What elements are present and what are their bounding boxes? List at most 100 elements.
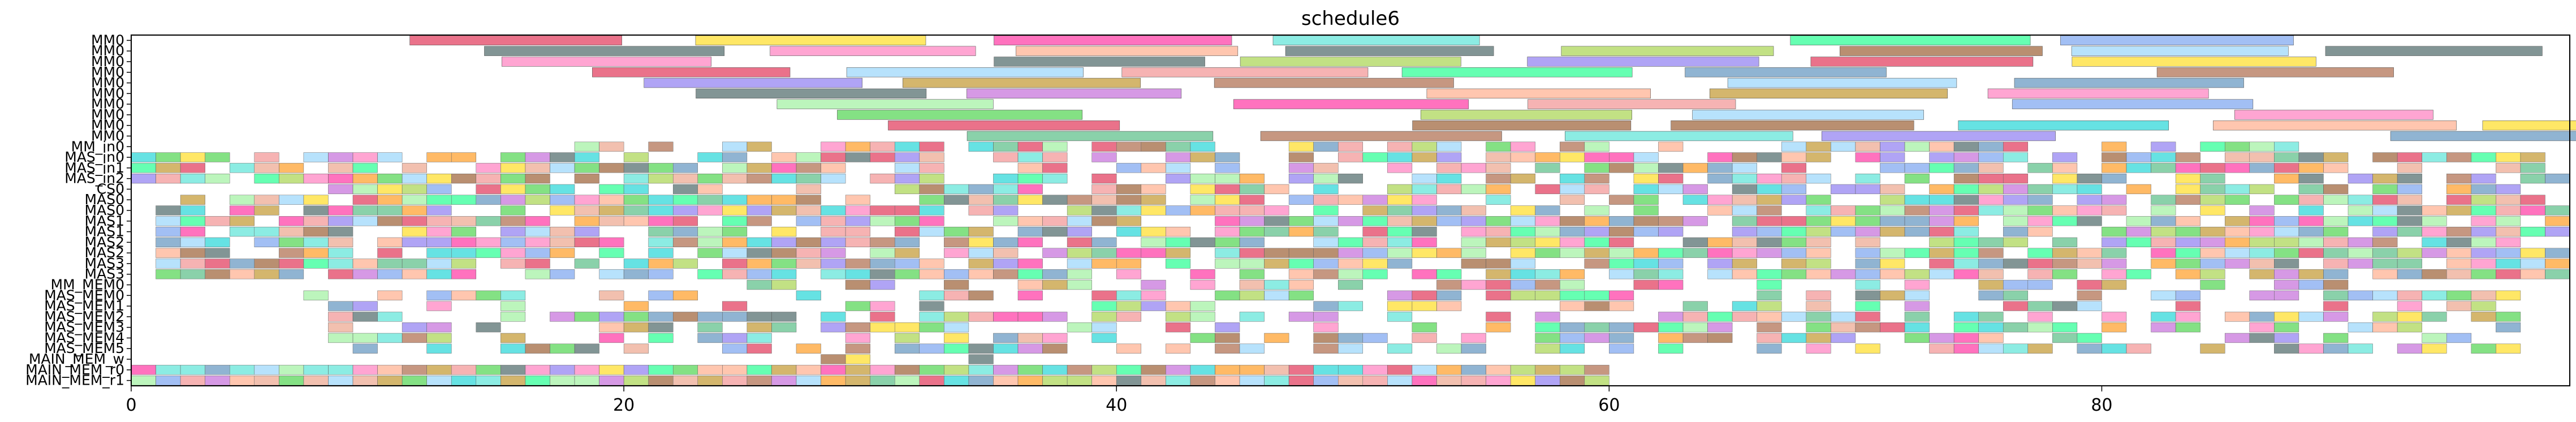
task-bar [1215,205,1240,216]
task-bar [2496,248,2521,258]
task-bar [993,343,1019,354]
task-bar [1806,205,1831,216]
task-bar [402,237,427,248]
task-bar [2003,184,2029,195]
task-bar [2027,184,2053,195]
task-bar [1732,216,1757,226]
task-bar [771,237,797,248]
task-bar [352,184,378,195]
task-bar [2052,301,2078,311]
task-bar [672,290,698,300]
task-bar [1190,141,1215,152]
y-tick-label: MAS_in2 [64,170,124,187]
task-bar [1214,77,1454,88]
task-bar [697,152,723,162]
task-bar [1362,237,1388,248]
task-bar [1067,279,1092,290]
task-bar [1831,333,1856,343]
task-bar [1215,375,1240,386]
task-bar [1017,141,1043,152]
task-bar [1387,163,1413,173]
task-bar [2012,99,2254,109]
task-bar [2348,173,2373,184]
task-bar [377,248,403,258]
task-bar [796,195,821,205]
task-bar [574,375,599,386]
task-bar [352,333,378,343]
task-bar [451,237,477,248]
task-bar [2323,301,2349,311]
task-bar [1806,152,1831,162]
task-bar [993,237,1019,248]
task-bar [2323,184,2349,195]
task-bar [722,173,748,184]
task-bar [2003,226,2029,237]
task-bar [919,173,944,184]
task-bar [1682,312,1708,322]
task-bar [2102,141,2127,152]
task-bar [1757,333,1782,343]
task-bar [1116,312,1142,322]
task-bar [1141,248,1166,258]
task-bar [894,173,920,184]
task-bar [2471,290,2496,300]
task-bar [1288,141,1314,152]
task-bar [1436,290,1462,300]
task-bar [697,269,723,279]
task-bar [2224,163,2250,173]
task-bar [1535,375,1560,386]
task-bar [1141,365,1166,375]
task-bar [1953,184,1979,195]
task-bar [1412,141,1437,152]
task-bar [1559,152,1585,162]
task-bar [2052,322,2078,333]
task-bar [279,248,304,258]
task-bar [1855,152,1880,162]
task-bar [1387,312,1413,322]
y-tick-label: MM0 [91,127,124,144]
task-bar [1633,259,1659,269]
task-bar [2126,152,2151,162]
task-bar [1880,269,1905,279]
task-bar [451,269,477,279]
task-bar [894,375,920,386]
task-bar [377,365,403,375]
task-bar [1831,322,1856,333]
task-bar [747,343,772,354]
task-bar [525,173,550,184]
task-bar [1091,195,1117,205]
task-bar [2175,322,2200,333]
task-bar [1239,226,1265,237]
task-bar [254,195,279,205]
task-bar [328,312,353,322]
task-bar [1510,141,1535,152]
task-bar [845,322,870,333]
task-bar [352,152,378,162]
task-bar [1313,259,1339,269]
task-bar [2397,259,2422,269]
task-bar [1904,205,1930,216]
task-bar [1781,173,1807,184]
task-bar [1401,67,1633,77]
task-bar [2372,216,2398,226]
task-bar [845,195,870,205]
task-bar [1978,322,2004,333]
task-bar [525,375,550,386]
task-bar [2323,269,2349,279]
task-bar [1141,226,1166,237]
task-bar [796,248,821,258]
task-bar [279,269,304,279]
task-bar [1709,88,1948,99]
task-bar [1535,269,1560,279]
task-bar [1880,290,1905,300]
task-bar [1166,312,1191,322]
task-bar [1264,290,1289,300]
task-bar [1190,279,1215,290]
task-bar [2446,184,2472,195]
task-bar [1658,226,1684,237]
task-bar [722,152,748,162]
task-bar [1559,322,1585,333]
task-bar [1337,375,1363,386]
task-bar [377,290,403,300]
task-bar [402,184,427,195]
